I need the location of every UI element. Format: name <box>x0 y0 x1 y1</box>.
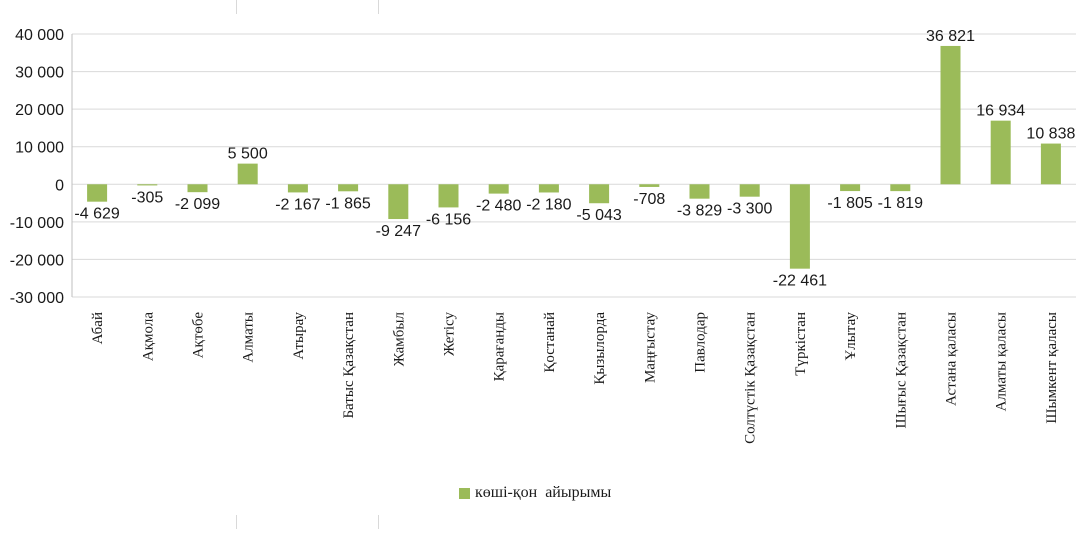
data-label: 36 821 <box>926 28 975 45</box>
y-tick-label: 30 000 <box>15 65 64 82</box>
data-label: -4 629 <box>74 206 119 223</box>
top-edge-mark <box>236 0 237 14</box>
x-tick-label: Батыс Қазақстан <box>341 312 357 419</box>
x-tick-label: Шымкент қаласы <box>1044 312 1060 424</box>
data-label: -2 099 <box>175 196 220 213</box>
x-tick-label: Ұлытау <box>843 312 859 361</box>
bar <box>589 184 610 204</box>
x-tick-label: Атырау <box>291 312 307 360</box>
x-tick-label: Жетісу <box>442 312 458 357</box>
bar <box>990 120 1011 185</box>
top-edge-mark <box>378 0 379 14</box>
data-label: -305 <box>131 189 163 206</box>
data-label: 10 838 <box>1026 126 1075 143</box>
bar <box>438 184 459 208</box>
y-tick-label: -30 000 <box>10 290 64 307</box>
y-tick-label: 10 000 <box>15 140 64 157</box>
x-tick-label: Павлодар <box>693 312 709 373</box>
bar <box>488 184 509 194</box>
bar <box>840 184 861 192</box>
bar <box>538 184 559 193</box>
bar <box>237 163 258 185</box>
x-tick-label: Астана қаласы <box>944 312 960 406</box>
data-label: -6 156 <box>426 211 471 228</box>
x-tick-label: Алматы <box>241 312 257 363</box>
y-tick-label: 20 000 <box>15 102 64 119</box>
bar <box>137 184 158 186</box>
bar <box>338 184 359 192</box>
bar <box>388 184 409 220</box>
x-tick-label: Ақтөбе <box>191 312 207 359</box>
legend-label: көші-қон айырымы <box>475 484 612 501</box>
data-label: 16 934 <box>976 103 1025 120</box>
data-label: -22 461 <box>773 273 827 290</box>
data-label: -2 480 <box>476 198 521 215</box>
data-label: -708 <box>633 191 665 208</box>
bar <box>187 184 208 193</box>
bar <box>287 184 308 193</box>
data-label: -1 805 <box>827 195 872 212</box>
bar <box>739 184 760 197</box>
data-label: -3 829 <box>677 203 722 220</box>
bar <box>87 184 108 202</box>
bottom-edge-mark <box>236 515 237 529</box>
data-label: -1 819 <box>878 195 923 212</box>
x-tick-label: Маңғыстау <box>642 312 658 384</box>
x-tick-label: Алматы қаласы <box>994 312 1010 411</box>
x-tick-label: Ақмола <box>140 312 156 361</box>
bar <box>689 184 710 199</box>
x-tick-label: Шығыс Қазақстан <box>893 312 909 428</box>
bar <box>1040 143 1061 185</box>
data-label: -9 247 <box>376 223 421 240</box>
y-tick-label: 40 000 <box>15 27 64 44</box>
bottom-edge-mark <box>378 515 379 529</box>
y-tick-label: -10 000 <box>10 215 64 232</box>
y-tick-label: 0 <box>55 177 64 194</box>
legend: көші-қон айырымы <box>459 484 611 502</box>
data-label: -5 043 <box>576 207 621 224</box>
bar <box>789 184 810 269</box>
data-label: -2 167 <box>275 196 320 213</box>
x-tick-label: Абай <box>90 312 106 344</box>
x-tick-label: Солтүстік Қазақстан <box>743 312 759 444</box>
data-label: 5 500 <box>228 146 268 163</box>
x-tick-label: Қостанай <box>542 312 558 373</box>
data-label: -1 865 <box>325 195 370 212</box>
data-label: -2 180 <box>526 196 571 213</box>
bar <box>639 184 660 187</box>
data-label: -3 300 <box>727 201 772 218</box>
x-tick-label: Түркістан <box>793 312 809 376</box>
y-tick-label: -20 000 <box>10 252 64 269</box>
legend-swatch <box>459 487 470 499</box>
bar <box>890 184 911 192</box>
x-tick-label: Қарағанды <box>492 312 508 381</box>
bar <box>940 45 961 185</box>
x-tick-label: Қызылорда <box>592 312 608 385</box>
x-tick-label: Жамбыл <box>391 311 407 366</box>
